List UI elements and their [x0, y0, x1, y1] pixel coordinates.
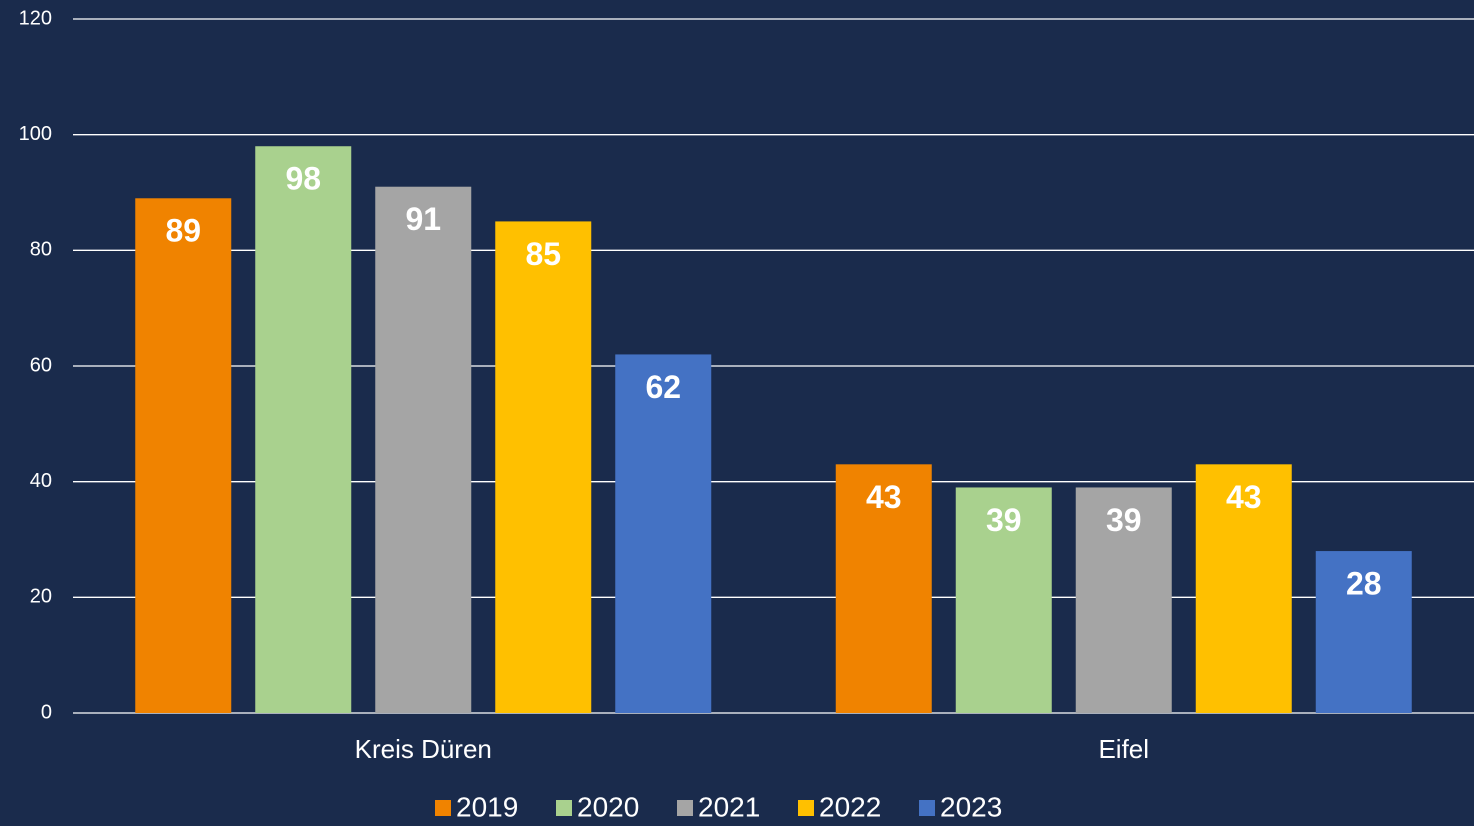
legend-label: 2020: [577, 791, 639, 822]
bar: [835, 464, 932, 713]
bar: [1315, 551, 1412, 713]
x-tick-label: Eifel: [1098, 734, 1149, 764]
data-label: 62: [645, 369, 681, 405]
x-tick-label: Kreis Düren: [355, 734, 492, 764]
y-tick-label: 20: [30, 586, 52, 608]
data-label: 89: [165, 213, 201, 249]
data-label: 28: [1346, 566, 1382, 602]
legend-label: 2021: [698, 791, 760, 822]
bar: [255, 146, 352, 713]
data-label: 91: [405, 201, 441, 237]
y-tick-label: 80: [30, 239, 52, 261]
bar: [375, 186, 472, 713]
y-tick-label: 100: [19, 123, 52, 145]
legend-swatch: [556, 800, 572, 816]
bar: [495, 221, 592, 713]
y-tick-label: 40: [30, 470, 52, 492]
legend-label: 2019: [456, 791, 518, 822]
bar: [1075, 487, 1172, 713]
data-label: 39: [986, 502, 1022, 538]
legend-swatch: [798, 800, 814, 816]
y-tick-label: 120: [19, 7, 52, 29]
legend-label: 2022: [819, 791, 881, 822]
data-label: 98: [285, 161, 321, 197]
legend-swatch: [677, 800, 693, 816]
data-label: 39: [1106, 502, 1142, 538]
bar: [615, 354, 712, 713]
y-tick-label: 0: [41, 701, 52, 723]
legend-swatch: [919, 800, 935, 816]
bar: [955, 487, 1052, 713]
bar: [135, 198, 232, 714]
bar: [1195, 464, 1292, 713]
data-label: 43: [866, 479, 902, 515]
data-label: 43: [1226, 479, 1262, 515]
legend-swatch: [435, 800, 451, 816]
y-tick-label: 60: [30, 354, 52, 376]
legend-label: 2023: [940, 791, 1002, 822]
data-label: 85: [525, 236, 561, 272]
